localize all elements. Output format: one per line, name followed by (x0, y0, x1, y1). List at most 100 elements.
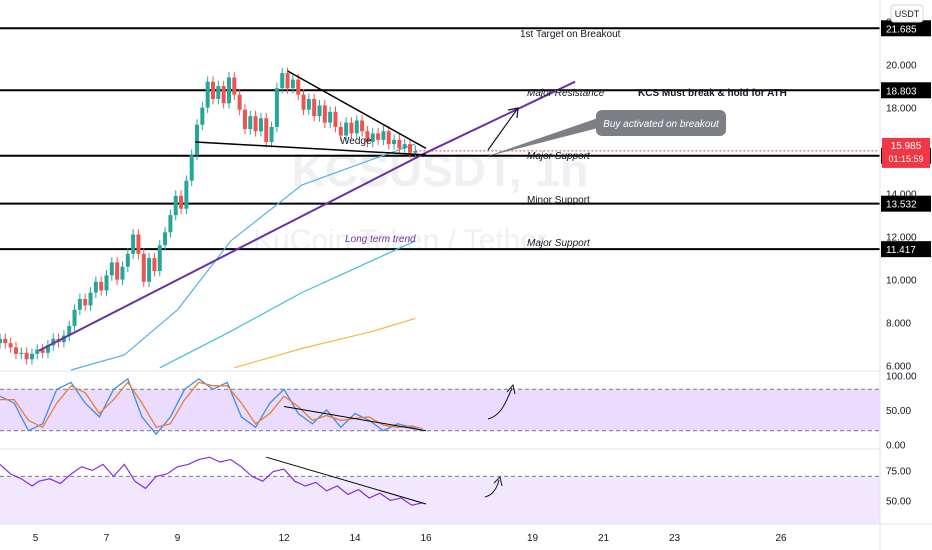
candle[interactable] (24, 352, 29, 360)
candle[interactable] (67, 325, 72, 336)
candle[interactable] (344, 122, 349, 136)
candle[interactable] (115, 262, 120, 280)
candle[interactable] (77, 299, 82, 310)
candle[interactable] (269, 126, 274, 142)
candle[interactable] (258, 118, 263, 132)
candle[interactable] (370, 133, 375, 142)
candle[interactable] (51, 338, 56, 346)
candle[interactable] (141, 253, 146, 282)
price-tick-label: 10.000 (886, 276, 917, 287)
candle[interactable] (205, 81, 210, 108)
candle[interactable] (168, 215, 173, 233)
candle[interactable] (392, 139, 397, 145)
candle[interactable] (264, 118, 269, 142)
candle[interactable] (72, 309, 77, 326)
candle[interactable] (333, 111, 338, 127)
buy-callout-text: Buy activated on breakout (603, 119, 720, 130)
candle[interactable] (0, 338, 2, 344)
candle[interactable] (413, 151, 418, 153)
time-axis[interactable]: 5 7 9 12 14 16 19 21 23 26 (0, 523, 932, 544)
candle[interactable] (147, 258, 152, 282)
candle[interactable] (83, 299, 88, 306)
candle[interactable] (376, 133, 381, 140)
candle[interactable] (242, 109, 247, 130)
candle[interactable] (8, 343, 13, 348)
price-tick-label: 8.000 (886, 319, 911, 330)
candle[interactable] (189, 154, 194, 181)
candle[interactable] (131, 234, 136, 254)
candle[interactable] (338, 126, 343, 136)
candle[interactable] (322, 105, 327, 123)
level-label-bg (881, 195, 931, 212)
candle[interactable] (93, 281, 98, 293)
candle[interactable] (109, 262, 114, 276)
candle[interactable] (29, 353, 34, 360)
candle[interactable] (232, 77, 237, 95)
candle[interactable] (35, 349, 40, 354)
candle[interactable] (253, 116, 258, 132)
price-tick-label: 6.000 (886, 362, 911, 373)
annotation-must-break: KCS Must break & hold for ATH (638, 88, 787, 99)
candle[interactable] (195, 124, 200, 155)
candle[interactable] (306, 98, 311, 110)
annotation-long-term-trend: Long term trend (345, 234, 416, 245)
candle[interactable] (354, 120, 359, 134)
candle[interactable] (381, 131, 386, 140)
rsi-band (0, 476, 880, 525)
candle[interactable] (13, 347, 18, 354)
stochastic-rsi-pane[interactable] (0, 377, 880, 450)
moving-average-ma_fast (70, 143, 416, 371)
candle[interactable] (397, 139, 402, 149)
candle[interactable] (328, 111, 333, 123)
candle[interactable] (221, 86, 226, 104)
candle[interactable] (248, 116, 253, 130)
candle[interactable] (173, 195, 178, 216)
candle[interactable] (120, 266, 125, 280)
candle[interactable] (226, 77, 231, 104)
annotation-minor-support: Minor Support (527, 195, 590, 206)
stoch-line-stoch_k (0, 377, 423, 436)
candle[interactable] (296, 79, 301, 95)
candle[interactable] (125, 253, 130, 267)
candle[interactable] (136, 234, 141, 254)
level-label: 21.685 (886, 24, 917, 35)
candle[interactable] (179, 195, 184, 209)
candle[interactable] (184, 180, 189, 209)
price-pane[interactable] (0, 27, 880, 372)
candle[interactable] (402, 144, 407, 149)
annotation-target: 1st Target on Breakout (520, 29, 621, 40)
candle[interactable] (274, 88, 279, 127)
candle[interactable] (40, 349, 45, 353)
currency-badge[interactable]: USDT (890, 4, 924, 23)
candle[interactable] (237, 94, 242, 110)
candle[interactable] (200, 107, 205, 125)
candle[interactable] (349, 122, 354, 134)
candle[interactable] (104, 275, 109, 291)
candle[interactable] (365, 131, 370, 142)
candle[interactable] (312, 98, 317, 117)
candle[interactable] (386, 131, 391, 145)
candle[interactable] (216, 86, 221, 99)
candle[interactable] (408, 144, 413, 153)
candle[interactable] (290, 79, 295, 89)
watermark: KCSUSDT, 1h KuCoin Token / Tether (253, 144, 588, 257)
rsi-pane[interactable] (0, 456, 880, 525)
candle[interactable] (285, 73, 290, 89)
candle[interactable] (3, 338, 8, 344)
stoch-tick-label: 100.00 (886, 371, 917, 382)
candle[interactable] (99, 281, 104, 291)
candle[interactable] (163, 232, 168, 246)
candle[interactable] (157, 245, 162, 272)
candle[interactable] (88, 292, 93, 306)
candle[interactable] (317, 105, 322, 117)
candle[interactable] (280, 73, 285, 89)
candle[interactable] (19, 352, 24, 354)
candle[interactable] (211, 81, 215, 99)
candle[interactable] (360, 120, 365, 132)
candle[interactable] (152, 258, 157, 272)
stoch-tick-label: 0.00 (886, 441, 906, 452)
candle[interactable] (45, 345, 50, 353)
candle[interactable] (301, 94, 306, 110)
